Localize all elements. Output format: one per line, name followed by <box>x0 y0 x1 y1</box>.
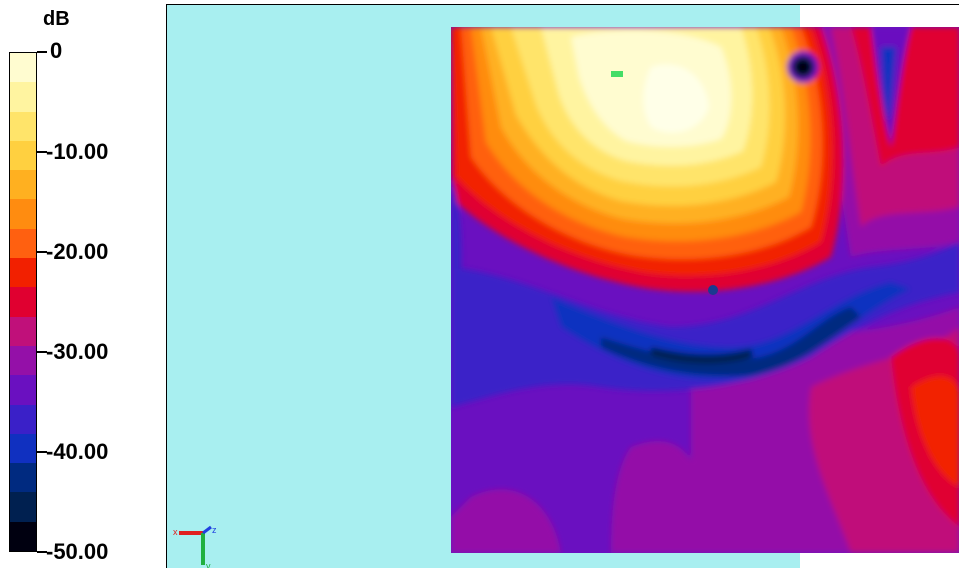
colorbar-band <box>10 287 36 318</box>
colorbar-band <box>10 492 36 523</box>
colorbar-band <box>10 82 36 113</box>
y-axis-label: y <box>206 561 211 568</box>
z-axis-label: z <box>212 525 217 535</box>
colorbar-band <box>10 228 36 259</box>
color-legend: dB 0 -10.00 -20.00 -30.00 -40.00 -50.00 <box>0 0 166 568</box>
colorbar-tick <box>37 351 47 353</box>
colorbar-band <box>10 170 36 200</box>
colorbar-tick-label: 0 <box>50 38 63 63</box>
x-axis-label: x <box>173 527 178 537</box>
heatmap-contours <box>451 27 959 553</box>
colorbar-band <box>10 199 36 230</box>
colorbar-band <box>10 258 36 288</box>
colorbar-tick <box>37 251 47 253</box>
colorbar-tick <box>37 151 47 153</box>
field-heatmap <box>451 27 959 553</box>
colorbar-tick-label: -50.00 <box>46 539 109 564</box>
colorbar-tick-label: -10.00 <box>46 139 109 164</box>
colorbar-band <box>10 433 36 464</box>
colorbar-band <box>10 53 36 83</box>
colorbar-band <box>10 316 36 347</box>
colorbar-tick-label: -40.00 <box>46 439 109 464</box>
colorbar-band <box>10 521 36 552</box>
colorbar-tick <box>37 51 47 53</box>
colorbar-tick-label: -20.00 <box>46 239 109 264</box>
colorbar-band <box>10 463 36 493</box>
z-axis-arrow <box>202 525 212 535</box>
colorbar-tick <box>37 451 47 453</box>
colorbar-tick <box>37 551 47 553</box>
colorbar-band <box>10 375 36 406</box>
axis-triad: x y z <box>173 525 217 568</box>
colorbar-band <box>10 345 36 376</box>
colorbar-tick-label: -30.00 <box>46 339 109 364</box>
colorbar-band <box>10 111 36 142</box>
legend-unit-label: dB <box>43 8 70 30</box>
colorbar-band <box>10 404 36 435</box>
colorbar-band <box>10 140 36 171</box>
probe-marker <box>708 285 718 295</box>
colorbar <box>9 52 37 552</box>
field-viewport[interactable]: x y z <box>166 4 959 568</box>
source-marker <box>611 71 623 77</box>
